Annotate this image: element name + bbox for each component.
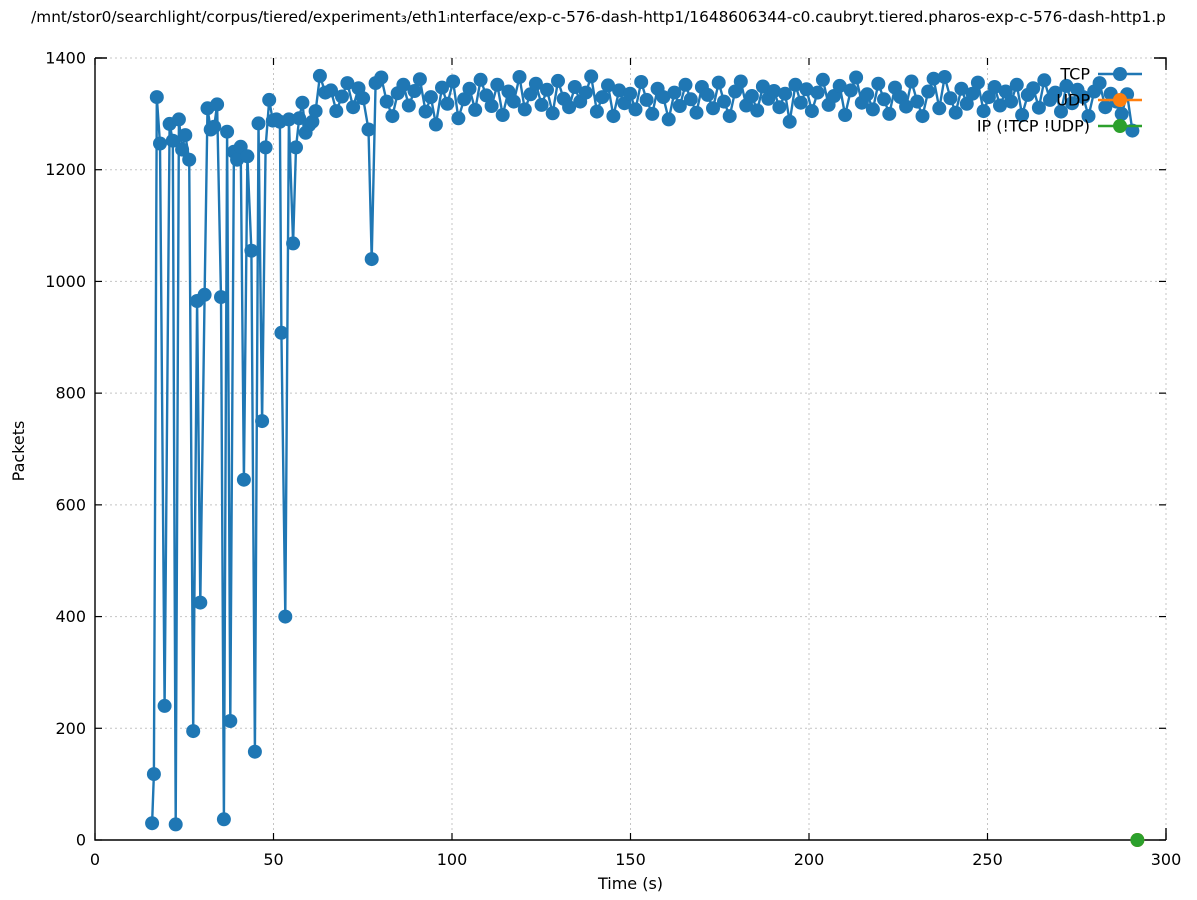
legend-sample-marker (1113, 119, 1127, 133)
x-tick-label: 150 (615, 850, 646, 869)
chart-title: /mnt/stor0/searchlight/corpus/tiered/exp… (31, 8, 1166, 26)
legend-sample-marker (1113, 67, 1127, 81)
x-tick-label: 300 (1151, 850, 1182, 869)
y-tick-label: 1000 (45, 272, 86, 291)
x-tick-label: 50 (263, 850, 283, 869)
y-tick-label: 200 (55, 719, 86, 738)
legend-sample-marker (1113, 93, 1127, 107)
y-tick-label: 1200 (45, 160, 86, 179)
x-axis-label: Time (s) (597, 874, 664, 893)
y-tick-label: 400 (55, 607, 86, 626)
y-tick-label: 1400 (45, 49, 86, 68)
legend: TCP UDP IP (!TCP !UDP) (977, 65, 1142, 136)
y-tick-label: 600 (55, 495, 86, 514)
y-axis-label: Packets (9, 420, 28, 482)
x-tick-label: 250 (972, 850, 1003, 869)
series-line-TCP (150, 73, 1134, 825)
y-tick-label: 800 (55, 384, 86, 403)
series-markers-IP (!TCP !UDP) (1130, 833, 1145, 847)
legend-label: IP (!TCP !UDP) (977, 117, 1090, 136)
x-tick-label: 200 (794, 850, 825, 869)
y-tick-label: 0 (76, 831, 86, 850)
legend-label: UDP (1056, 91, 1090, 110)
x-tick-label: 100 (437, 850, 468, 869)
x-tick-label: 0 (90, 850, 100, 869)
series-markers-TCP (145, 68, 1140, 832)
legend-label: TCP (1059, 65, 1090, 84)
